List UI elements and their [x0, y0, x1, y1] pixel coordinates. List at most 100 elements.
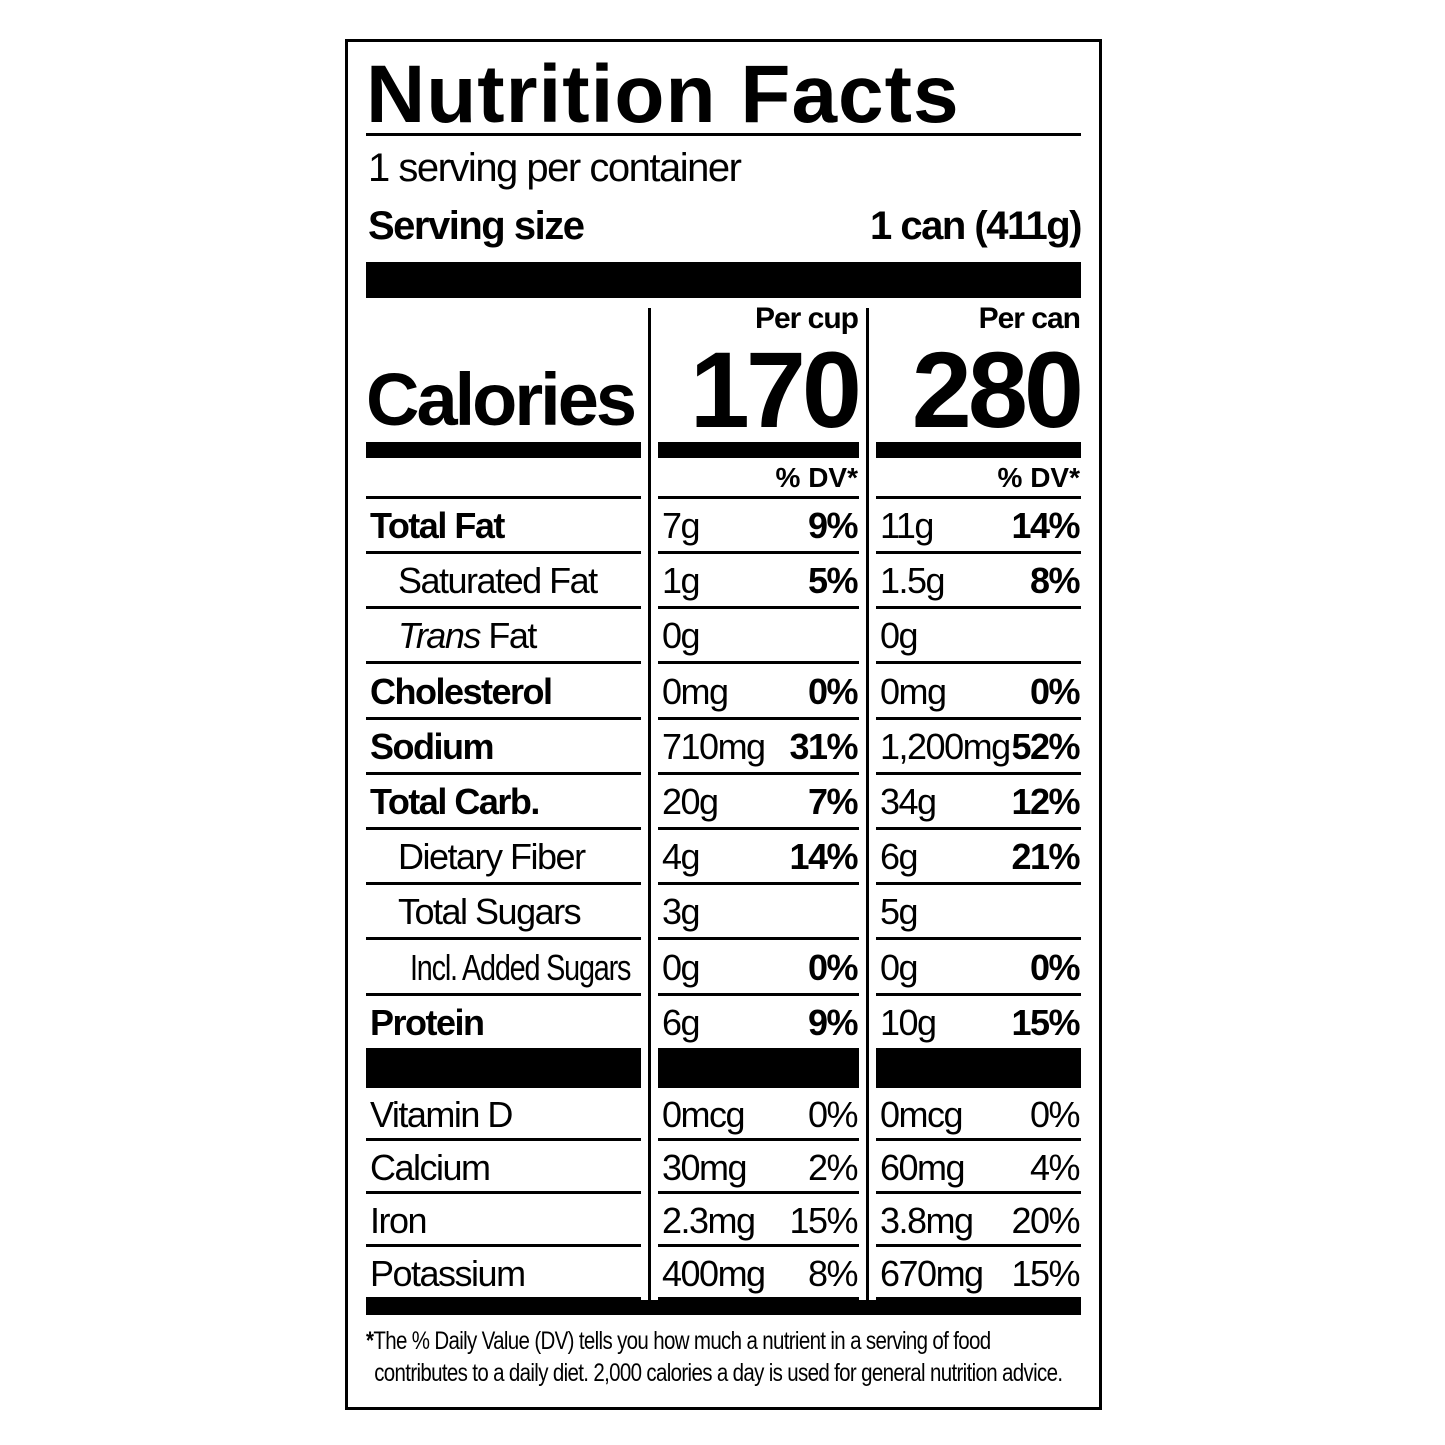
cup-amount: 0g [662, 615, 701, 657]
thick-divider [876, 1050, 1081, 1088]
cup-amount: 710mg [662, 725, 766, 767]
can-cell: 6g 21% [876, 830, 1081, 886]
nutrient-label-cell: Total Fat [366, 499, 641, 554]
cup-daily-value: 0% [807, 1094, 859, 1135]
cup-daily-value: 7% [807, 781, 859, 822]
nutrient-label-cell: Total Carb. [366, 775, 641, 830]
thick-divider [366, 1300, 1081, 1315]
can-daily-value: 14% [1011, 505, 1080, 546]
can-amount: 3.8mg [880, 1200, 974, 1241]
can-amount: 1.5g [880, 560, 946, 602]
cup-daily-value: 15% [789, 1200, 858, 1241]
cup-amount: 4g [662, 836, 701, 878]
can-cell: 3.8mg 20% [876, 1194, 1081, 1247]
cup-cell: 20g 7% [658, 775, 859, 830]
can-amount: 34g [880, 781, 937, 822]
thick-divider [366, 1050, 641, 1088]
can-cell: 0mg 0% [876, 665, 1081, 720]
column-divider [866, 308, 869, 1300]
cup-cell: 0mcg 0% [658, 1088, 859, 1141]
cup-daily-value: 9% [807, 505, 859, 546]
can-cell: 5g [876, 885, 1081, 941]
can-cell: 60mg 4% [876, 1141, 1081, 1194]
cup-daily-value: 9% [807, 1001, 859, 1043]
nutrient-label-cell: Trans Fat [366, 609, 641, 665]
nutrient-label: Potassium [370, 1253, 526, 1294]
serving-size-label: Serving size [368, 204, 585, 248]
dv-header-can: % DV* [997, 462, 1080, 493]
can-amount: 0g [880, 946, 919, 988]
can-daily-value: 0% [1029, 670, 1081, 712]
cup-amount: 1g [662, 560, 701, 602]
can-amount: 670mg [880, 1253, 984, 1294]
can-amount: 11g [880, 505, 934, 546]
can-amount: 5g [880, 891, 919, 933]
per-can-header: Per can [978, 302, 1081, 335]
nutrient-label: Saturated Fat [398, 560, 598, 602]
nutrient-label: Iron [370, 1200, 428, 1241]
nutrient-label-cell: Potassium [366, 1247, 641, 1300]
cup-amount: 3g [662, 891, 701, 933]
nutrient-label-cell: Iron [366, 1194, 641, 1247]
nutrient-label: Dietary Fiber [398, 836, 586, 878]
calories-per-cup: 170 [689, 329, 862, 450]
cup-cell: 0g 0% [658, 941, 859, 996]
can-cell: 1.5g 8% [876, 554, 1081, 610]
can-amount: 0mcg [880, 1094, 964, 1135]
cup-daily-value: 0% [807, 670, 859, 712]
nutrient-label: Total Carb. [370, 781, 540, 822]
can-cell: 1,200mg 52% [876, 720, 1081, 775]
can-amount: 10g [880, 1001, 937, 1043]
servings-per-container: 1 serving per container [368, 146, 742, 190]
nutrient-label-cell: Sodium [366, 720, 641, 775]
can-amount: 0mg [880, 670, 947, 712]
can-cell: 34g 12% [876, 775, 1081, 830]
cup-daily-value: 14% [789, 836, 858, 878]
cup-amount: 7g [662, 505, 701, 546]
cup-daily-value: 31% [789, 725, 858, 767]
divider [366, 133, 1081, 136]
divider [876, 496, 1081, 499]
per-cup-header: Per cup [754, 302, 859, 335]
nutrient-label-cell: Saturated Fat [366, 554, 641, 610]
footnote-line-2: contributes to a daily diet. 2,000 calor… [374, 1359, 1063, 1387]
cup-amount: 2.3mg [662, 1200, 756, 1241]
trans-word: Trans [398, 615, 489, 657]
label-title: Nutrition Facts [366, 49, 960, 140]
can-cell: 0g [876, 609, 1081, 665]
cup-daily-value: 0% [807, 946, 859, 988]
divider [658, 496, 859, 499]
footnote-asterisk: * [366, 1327, 374, 1355]
thick-divider [366, 442, 641, 458]
can-daily-value: 15% [1011, 1001, 1080, 1043]
cup-cell: 0g [658, 609, 859, 665]
cup-cell: 30mg 2% [658, 1141, 859, 1194]
divider [366, 496, 641, 499]
cup-amount: 0mcg [662, 1094, 746, 1135]
cup-cell: 7g 9% [658, 499, 859, 554]
cup-amount: 0mg [662, 670, 729, 712]
cup-cell: 0mg 0% [658, 665, 859, 720]
cup-cell: 6g 9% [658, 996, 859, 1051]
column-divider [648, 308, 651, 1300]
calories-label: Calories [366, 358, 637, 441]
nutrient-label: Total Fat [370, 505, 505, 546]
calories-per-can: 280 [911, 329, 1084, 450]
cup-cell: 2.3mg 15% [658, 1194, 859, 1247]
can-daily-value: 0% [1029, 1094, 1081, 1135]
cup-cell: 4g 14% [658, 830, 859, 886]
thick-divider [658, 1050, 859, 1088]
cup-cell: 400mg 8% [658, 1247, 859, 1300]
nutrient-label: Vitamin D [370, 1094, 513, 1135]
nutrient-label: Incl. Added Sugars [410, 946, 631, 988]
cup-daily-value: 2% [807, 1147, 859, 1188]
can-daily-value: 12% [1011, 781, 1080, 822]
can-amount: 6g [880, 836, 919, 878]
can-amount: 1,200mg [880, 725, 1011, 767]
nutrient-label-cell: Incl. Added Sugars [366, 941, 641, 996]
footnote: *The % Daily Value (DV) tells you how mu… [366, 1325, 1063, 1389]
can-cell: 670mg 15% [876, 1247, 1081, 1300]
cup-daily-value: 5% [807, 560, 859, 602]
thick-divider [876, 442, 1081, 458]
cup-amount: 30mg [662, 1147, 748, 1188]
